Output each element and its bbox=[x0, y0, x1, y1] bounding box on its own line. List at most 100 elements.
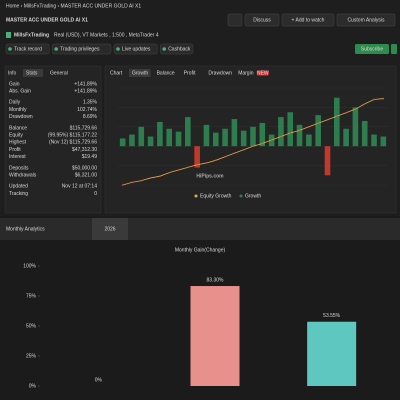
tab-active[interactable] bbox=[23, 69, 43, 77]
y-tick-label: 100% bbox=[23, 263, 36, 269]
y-tick-label: 25% bbox=[26, 353, 37, 359]
discuss-button[interactable] bbox=[244, 13, 280, 27]
growth-bar bbox=[119, 138, 126, 147]
growth-bar bbox=[296, 124, 303, 147]
breadcrumb[interactable]: Home › MillsFxTrading › MASTER ACC UNDER… bbox=[6, 3, 141, 9]
y-tick-label: 50% bbox=[26, 323, 37, 329]
legend-label: Growth bbox=[245, 193, 261, 199]
badge[interactable] bbox=[5, 43, 50, 55]
watermark: HiPips.com bbox=[196, 173, 224, 179]
growth-bar bbox=[306, 134, 312, 147]
page-title: MASTER ACC UNDER GOLD AI X1 bbox=[6, 17, 88, 23]
growth-bar bbox=[222, 128, 228, 147]
equity-point bbox=[373, 98, 375, 101]
equity-point bbox=[131, 181, 133, 184]
tab[interactable]: Profit bbox=[184, 70, 196, 76]
growth-bar bbox=[380, 136, 387, 147]
stat-value: 0 bbox=[94, 191, 97, 197]
badge[interactable] bbox=[113, 43, 158, 55]
stat-label: Daily bbox=[9, 100, 21, 106]
stat-value: Nov 12 at 07:14 bbox=[62, 184, 98, 190]
new-badge bbox=[256, 70, 269, 76]
tab[interactable]: Chart bbox=[110, 70, 123, 76]
equity-point bbox=[224, 155, 226, 158]
stat-label: Updated bbox=[9, 184, 28, 190]
bell-button[interactable] bbox=[227, 13, 243, 27]
stat-value: $50,000.00 bbox=[72, 165, 97, 171]
growth-bar bbox=[203, 124, 210, 147]
growth-bar bbox=[240, 130, 247, 147]
growth-bar bbox=[175, 131, 182, 147]
badge-icon bbox=[116, 47, 120, 51]
bar bbox=[190, 286, 240, 386]
equity-point bbox=[168, 171, 171, 174]
stat-label: Profit bbox=[9, 147, 21, 153]
tab-active[interactable] bbox=[92, 218, 128, 240]
stat-value: 8.69% bbox=[83, 114, 98, 120]
analysis-button[interactable] bbox=[336, 13, 396, 27]
equity-point bbox=[159, 175, 161, 177]
tab[interactable]: General bbox=[50, 70, 68, 76]
equity-point bbox=[354, 108, 357, 110]
stat-label: Equity bbox=[9, 133, 23, 139]
legend-swatch bbox=[239, 194, 243, 198]
growth-bar bbox=[278, 117, 284, 147]
equity-point bbox=[252, 145, 254, 147]
legend-swatch bbox=[194, 194, 198, 198]
stat-label: Balance bbox=[9, 125, 27, 131]
stat-value: +141.89% bbox=[74, 81, 97, 87]
stat-value: 102.74% bbox=[77, 107, 97, 113]
y-tick-label: 75% bbox=[26, 293, 37, 299]
stat-label: Monthly bbox=[9, 107, 27, 113]
watch-button[interactable] bbox=[281, 13, 335, 27]
badge-label: Trading privileges bbox=[60, 46, 100, 52]
growth-bar bbox=[194, 146, 200, 168]
button-label: Custom Analysis bbox=[348, 17, 385, 23]
tab[interactable]: Growth bbox=[132, 70, 148, 76]
growth-bar bbox=[212, 132, 219, 147]
stat-value: $47,312.30 bbox=[72, 147, 97, 153]
equity-point bbox=[242, 148, 245, 151]
y-tick-label: 0% bbox=[29, 383, 37, 389]
badge-icon bbox=[54, 47, 58, 51]
bar bbox=[307, 321, 357, 386]
tab[interactable]: Info bbox=[8, 70, 17, 76]
tab[interactable]: Margin bbox=[238, 70, 254, 76]
equity-point bbox=[298, 129, 301, 132]
subscribe-button[interactable] bbox=[355, 44, 389, 54]
stat-label: Abs. Gain bbox=[9, 89, 31, 95]
subscribe-menu[interactable] bbox=[391, 44, 397, 54]
badge[interactable] bbox=[159, 43, 194, 55]
owner[interactable]: MillsFxTrading bbox=[14, 32, 49, 38]
growth-bar bbox=[361, 120, 368, 147]
subscribe-label: Subscribe bbox=[361, 46, 383, 52]
growth-bar bbox=[166, 128, 172, 147]
value-label: 83.30% bbox=[207, 277, 225, 283]
equity-point bbox=[335, 115, 338, 118]
growth-bar bbox=[343, 128, 349, 147]
equity-point bbox=[270, 139, 273, 141]
tab[interactable]: Monthly Analytics bbox=[6, 226, 45, 232]
chart-title: Monthly Gain(Change) bbox=[175, 247, 226, 253]
equity-point bbox=[261, 142, 264, 145]
stat-value: (Nov 12) $115,729.66 bbox=[49, 140, 97, 146]
stat-value: $6,321.00 bbox=[75, 173, 97, 179]
tab[interactable]: Balance bbox=[157, 70, 175, 76]
growth-bar bbox=[147, 136, 154, 147]
stats-panel bbox=[4, 65, 102, 214]
badge-label: Cashback bbox=[168, 46, 191, 52]
stat-value: $115,729.66 bbox=[70, 125, 98, 131]
owner-icon bbox=[6, 32, 11, 38]
badge-icon bbox=[8, 47, 12, 51]
tab[interactable]: Drawdown bbox=[208, 70, 232, 76]
tab-active[interactable] bbox=[129, 69, 151, 77]
equity-point bbox=[187, 166, 189, 169]
stat-label: Drawdown bbox=[9, 114, 33, 120]
badge[interactable] bbox=[51, 43, 112, 55]
badge-icon bbox=[162, 47, 166, 51]
tab[interactable]: Stats bbox=[26, 70, 38, 76]
stat-value: +141.89% bbox=[74, 89, 97, 95]
legend-label: Equity Growth bbox=[200, 193, 232, 199]
growth-bar bbox=[231, 119, 238, 147]
